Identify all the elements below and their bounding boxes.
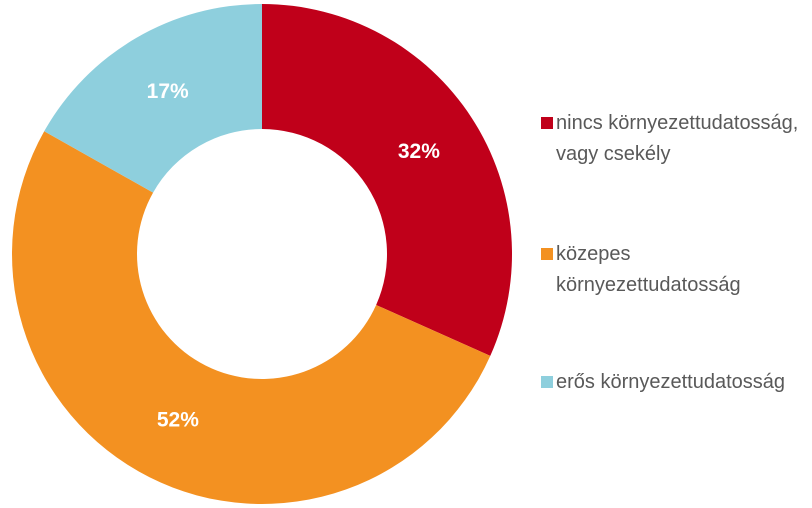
donut-slice xyxy=(262,4,512,356)
legend-label: erős környezettudatosság xyxy=(556,371,786,393)
legend-swatch xyxy=(541,248,553,260)
legend-item: közepes környezettudatosság xyxy=(541,239,812,301)
legend-item: nincs környezettudatosság, vagy csekély xyxy=(541,108,812,170)
legend-label: nincs környezettudatosság, vagy csekély xyxy=(556,112,799,165)
legend-label: közepes környezettudatosság xyxy=(556,243,741,296)
legend-swatch xyxy=(541,117,553,129)
donut-slice xyxy=(44,4,262,193)
data-label: 52% xyxy=(157,409,199,432)
legend-swatch xyxy=(541,376,553,388)
data-label: 32% xyxy=(398,140,440,163)
donut-slice xyxy=(12,131,491,504)
legend-item: erős környezettudatosság xyxy=(541,367,812,398)
data-label: 17% xyxy=(147,80,189,103)
